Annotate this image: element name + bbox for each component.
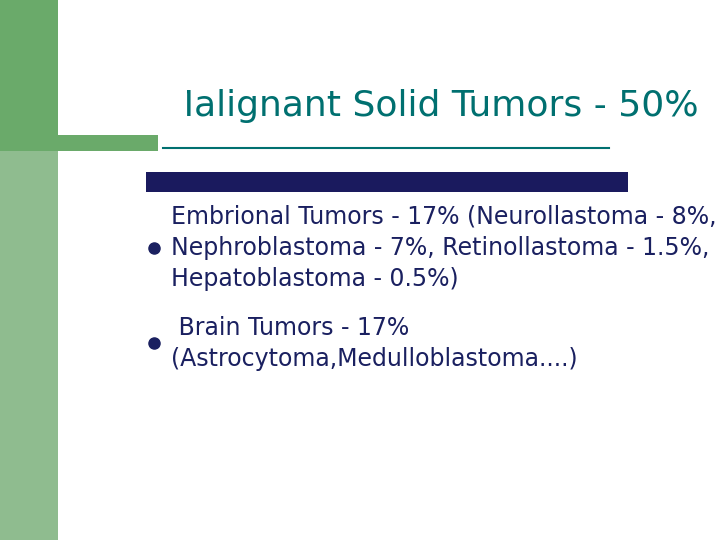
Text: Malignant Solid Tumors - 50%: Malignant Solid Tumors - 50% bbox=[163, 90, 698, 123]
Text: Brain Tumors - 17%
(Astrocytoma,Medulloblastoma....): Brain Tumors - 17% (Astrocytoma,Medullob… bbox=[171, 315, 577, 371]
FancyBboxPatch shape bbox=[145, 172, 629, 192]
Text: Embrional Tumors - 17% (Neurollastoma - 8%,
Nephroblastoma - 7%, Retinollastoma : Embrional Tumors - 17% (Neurollastoma - … bbox=[171, 204, 716, 292]
